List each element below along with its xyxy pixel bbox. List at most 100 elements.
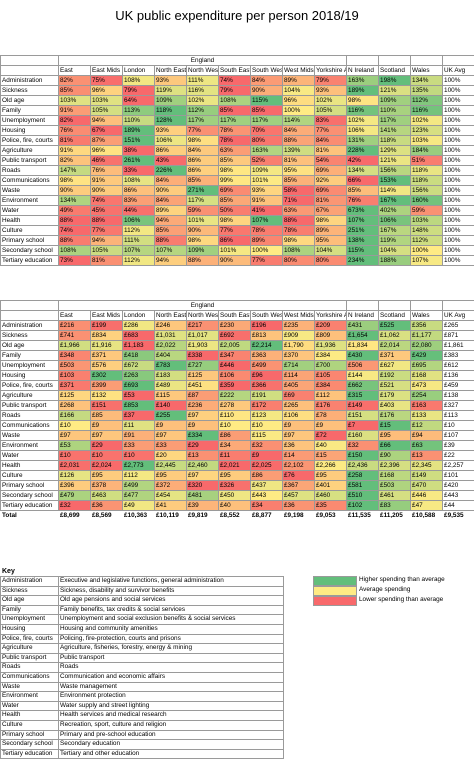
table-cell: 101% [251, 176, 283, 186]
table-cell: £371 [59, 381, 91, 391]
table-cell: £166 [59, 411, 91, 421]
table-cell: 85% [219, 106, 251, 116]
table-cell: 86% [123, 186, 155, 196]
table-cell: 107% [123, 246, 155, 256]
table-cell: 147% [59, 166, 91, 176]
table-cell: £451 [187, 381, 219, 391]
column-header: Wales [411, 66, 443, 76]
table-cell: £700 [315, 361, 347, 371]
table-cell: £499 [251, 361, 283, 371]
row-label: Administration [1, 76, 59, 86]
table-cell: £9 [251, 451, 283, 461]
group-header-blank [347, 301, 379, 311]
table-cell: 109% [379, 96, 411, 106]
table-cell: 226% [155, 166, 187, 176]
table-cell: 100% [443, 206, 474, 216]
table-cell: £11,205 [379, 511, 411, 521]
table-cell: 98% [59, 176, 91, 186]
table-cell: £446 [411, 491, 443, 501]
table-cell: 118% [411, 166, 443, 176]
table-cell: £7 [347, 421, 379, 431]
table-cell: £255 [155, 411, 187, 421]
table-cell: £506 [347, 361, 379, 371]
table-cell: £10 [123, 451, 155, 461]
table-cell: £216 [59, 321, 91, 331]
table-cell: 85% [347, 186, 379, 196]
table-cell: 98% [187, 236, 219, 246]
table-cell: 134% [347, 166, 379, 176]
table-cell: 121% [379, 156, 411, 166]
column-header: Scotland [379, 66, 411, 76]
table-cell: 271% [187, 186, 219, 196]
table-cell: £83 [379, 501, 411, 511]
table-cell: 100% [443, 96, 474, 106]
table-cell: £86 [219, 431, 251, 441]
table-cell: 78% [251, 226, 283, 236]
table-row: Administration£216£199£286£246£217£230£1… [1, 321, 474, 331]
table-cell: 78% [283, 226, 315, 236]
table-cell: £384 [315, 381, 347, 391]
table-cell: £430 [347, 351, 379, 361]
table-cell: £2,080 [411, 341, 443, 351]
table-cell: £69 [283, 391, 315, 401]
table-cell: £320 [187, 481, 219, 491]
table-cell: 82% [59, 76, 91, 86]
table-cell: £163 [411, 401, 443, 411]
table-cell: 116% [347, 106, 379, 116]
table-cell: £66 [379, 441, 411, 451]
row-label: Unemployment [1, 361, 59, 371]
row-label: Roads [1, 411, 59, 421]
table-cell: 110% [379, 106, 411, 116]
key-description: Old age pensions and social services [59, 596, 284, 606]
table-cell: £13 [187, 451, 219, 461]
table-cell: 49% [59, 206, 91, 216]
row-label: Housing [1, 126, 59, 136]
table-cell: £76 [283, 471, 315, 481]
table-cell: 100% [443, 246, 474, 256]
key-term: Old age [1, 596, 59, 606]
table-cell: 119% [155, 86, 187, 96]
table-cell: £460 [315, 491, 347, 501]
table-cell: £9,819 [187, 511, 219, 521]
table-cell: £160 [347, 431, 379, 441]
table-cell: 90% [219, 256, 251, 266]
table-cell: 167% [379, 196, 411, 206]
table-cell: £168 [411, 371, 443, 381]
table-cell: 116% [411, 106, 443, 116]
table-cell: £133 [411, 411, 443, 421]
table-cell: £2,005 [219, 341, 251, 351]
row-label: Culture [1, 471, 59, 481]
table-cell: £192 [379, 371, 411, 381]
table-cell: 86% [187, 156, 219, 166]
table-cell: £33 [123, 441, 155, 451]
table-cell: 108% [283, 246, 315, 256]
table-cell: 96% [91, 86, 123, 96]
table-cell: £37 [123, 411, 155, 421]
table-cell: 188% [379, 256, 411, 266]
table-cell: 86% [219, 236, 251, 246]
key-term: Agriculture [1, 644, 59, 654]
table-cell: 112% [123, 226, 155, 236]
table-cell: £209 [315, 321, 347, 331]
table-cell: £151 [347, 411, 379, 421]
table-cell: £95 [219, 471, 251, 481]
table-cell: £2,102 [283, 461, 315, 471]
row-label: Old age [1, 96, 59, 106]
table-cell: 67% [91, 126, 123, 136]
row-label: Environment [1, 196, 59, 206]
key-term: Secondary school [1, 740, 59, 750]
table-cell: £125 [59, 391, 91, 401]
table-cell: 141% [379, 126, 411, 136]
table-cell: £2,436 [347, 461, 379, 471]
table-cell: £10 [59, 421, 91, 431]
table-cell: £199 [91, 321, 123, 331]
key-description: Secondary education [59, 740, 284, 750]
group-header-england: England [59, 56, 347, 66]
table-cell: 84% [155, 196, 187, 206]
table-cell: 79% [219, 86, 251, 96]
table-cell: £107 [443, 431, 474, 441]
